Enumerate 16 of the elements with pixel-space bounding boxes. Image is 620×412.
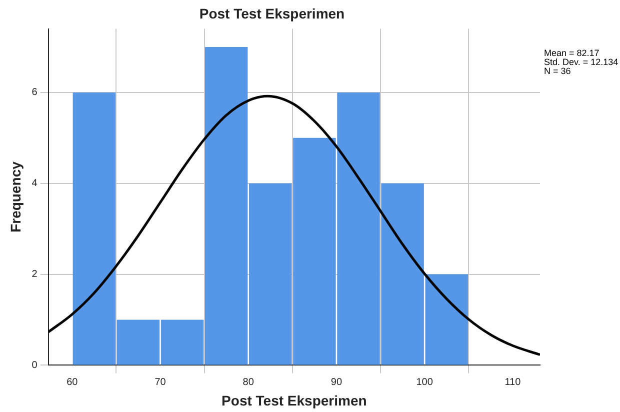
y-tick-label: 6: [32, 87, 38, 98]
x-tick-label: 100: [416, 376, 434, 388]
y-tick-label: 2: [32, 269, 38, 280]
x-tick-label: 70: [154, 376, 166, 388]
x-tick-label: 60: [66, 376, 78, 388]
x-tick-label: 80: [242, 376, 254, 388]
x-tick-label: 110: [504, 376, 522, 388]
y-axis-title: Frequency: [7, 161, 24, 232]
text: Mean = 82.17: [544, 48, 600, 58]
chart-title: Post Test Eksperimen: [199, 5, 345, 22]
text: N = 36: [544, 66, 571, 76]
x-tick-label: 90: [330, 376, 342, 388]
y-tick-label: 4: [32, 178, 38, 190]
text: Std. Dev. = 12.134: [544, 56, 618, 67]
x-axis-title: Post Test Eksperimen: [222, 392, 367, 408]
y-tick-label: 0: [32, 360, 38, 371]
